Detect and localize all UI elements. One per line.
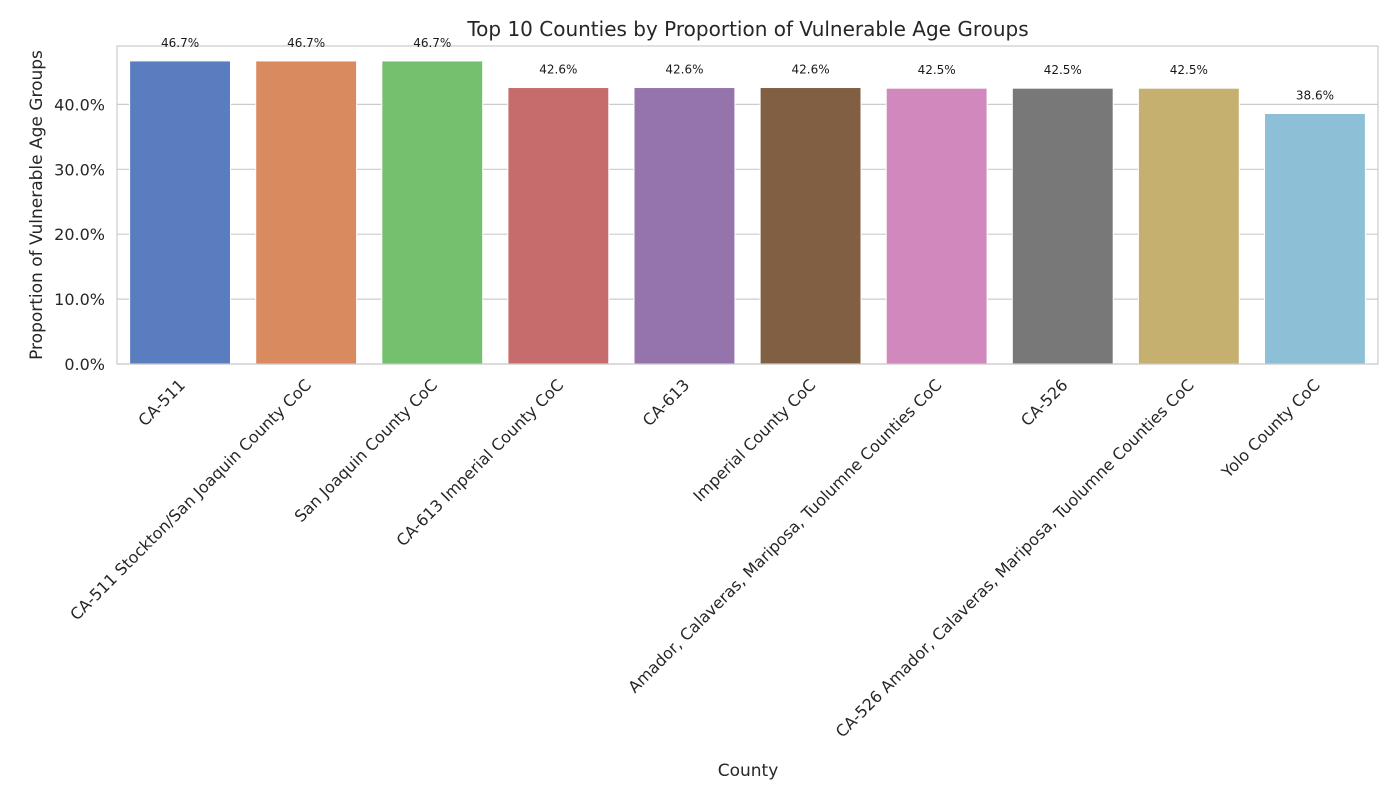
x-tick-label: Yolo County CoC — [1217, 375, 1324, 482]
y-tick-labels: 0.0% 10.0% 20.0% 30.0% 40.0% — [54, 95, 105, 374]
bar-value-label: 46.7% — [287, 36, 325, 50]
bar — [129, 60, 231, 365]
y-tick-label: 20.0% — [54, 225, 105, 244]
bar — [885, 87, 988, 365]
y-tick-label: 30.0% — [54, 160, 105, 179]
x-tick-label: Imperial County CoC — [689, 375, 819, 505]
bar-value-label: 42.5% — [918, 63, 956, 77]
x-tick-label: Amador, Calaveras, Mariposa, Tuolumne Co… — [624, 375, 945, 696]
bar-value-label: 42.6% — [539, 63, 577, 77]
bar-value-label: 42.5% — [1044, 63, 1082, 77]
bars — [129, 60, 1366, 365]
bar — [1137, 87, 1240, 365]
x-tick-label: CA-511 Stockton/San Joaquin County CoC — [66, 375, 315, 624]
bar — [1264, 112, 1366, 365]
plot-frame — [116, 45, 1379, 365]
y-tick-label: 0.0% — [64, 355, 105, 374]
x-tick-label: CA-526 — [1017, 375, 1072, 430]
bar — [633, 87, 736, 365]
data-labels: 46.7% 46.7% 46.7% 42.6% 42.6% 42.6% 42.5% 42.5%… — [161, 36, 1334, 103]
bar-value-label: 42.6% — [665, 63, 703, 77]
bar — [1011, 87, 1114, 365]
bar-value-label: 42.5% — [1170, 63, 1208, 77]
y-tick-label: 10.0% — [54, 290, 105, 309]
bar — [381, 60, 484, 365]
bar — [255, 60, 358, 365]
y-tick-label: 40.0% — [54, 95, 105, 114]
bar — [759, 87, 862, 365]
chart-title: Top 10 Counties by Proportion of Vulnera… — [466, 17, 1028, 41]
y-axis-label: Proportion of Vulnerable Age Groups — [27, 50, 47, 360]
x-tick-label: CA-613 — [639, 375, 694, 430]
bar-value-label: 46.7% — [413, 36, 451, 50]
bar-value-label: 42.6% — [791, 63, 829, 77]
x-tick-label: San Joaquin County CoC — [291, 375, 441, 525]
x-axis-label: County — [718, 761, 779, 781]
bar — [507, 87, 610, 365]
bar-value-label: 46.7% — [161, 36, 199, 50]
bar-value-label: 38.6% — [1296, 88, 1334, 102]
x-tick-label: CA-511 — [134, 375, 189, 430]
